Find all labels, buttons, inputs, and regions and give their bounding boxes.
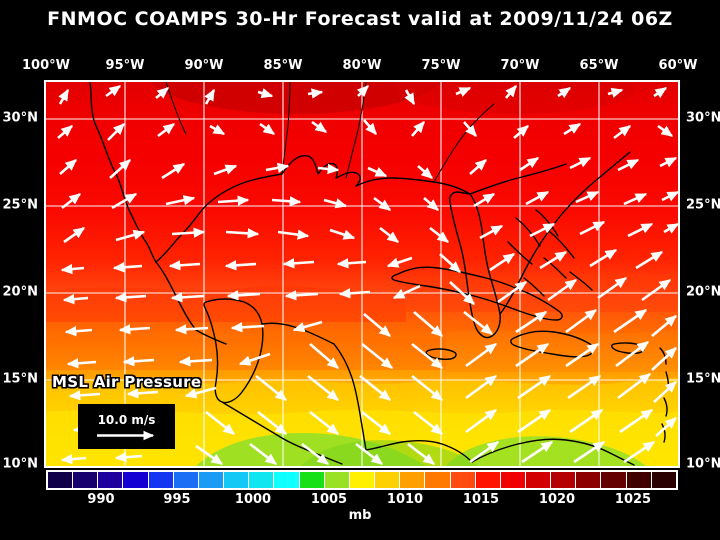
lon-tick-label: 90°W xyxy=(184,58,224,73)
colorbar-swatch-7 xyxy=(224,472,250,488)
lon-tick-label: 75°W xyxy=(421,58,461,73)
colorbar-swatch-23 xyxy=(626,472,652,488)
colorbar-tick-label: 995 xyxy=(163,492,191,507)
lat-tick-label-right: 25°N xyxy=(686,197,720,213)
colorbar-swatch-3 xyxy=(123,472,149,488)
page-title: FNMOC COAMPS 30-Hr Forecast valid at 200… xyxy=(47,8,673,30)
colorbar-swatch-15 xyxy=(425,472,451,488)
colorbar-swatch-18 xyxy=(500,472,526,488)
coastlines xyxy=(89,82,670,466)
lat-tick-label-left: 10°N xyxy=(2,456,38,472)
colorbar-tick-label: 1020 xyxy=(538,492,576,507)
colorbar-swatch-2 xyxy=(98,472,124,488)
colorbar-swatch-13 xyxy=(375,472,401,488)
map-gridlines xyxy=(46,82,678,466)
lat-tick-label-left: 20°N xyxy=(2,284,38,300)
colorbar-tick-label: 1000 xyxy=(234,492,272,507)
colorbar-swatch-4 xyxy=(148,472,174,488)
lon-tick-label: 65°W xyxy=(579,58,619,73)
map-plot-area[interactable] xyxy=(46,82,678,466)
lon-tick-label: 85°W xyxy=(263,58,303,73)
lat-tick-label-left: 30°N xyxy=(2,110,38,126)
colorbar-swatch-12 xyxy=(349,472,376,488)
colorbar-swatch-19 xyxy=(525,472,552,488)
colorbar-frame xyxy=(46,470,678,490)
wind-scale-key: 10.0 m/s xyxy=(78,404,175,449)
colorbar-tick-label: 1005 xyxy=(310,492,348,507)
lon-tick-label: 80°W xyxy=(342,58,382,73)
wind-vectors xyxy=(57,84,678,466)
colorbar xyxy=(48,472,676,488)
colorbar-tick-label: 1025 xyxy=(614,492,652,507)
colorbar-swatch-10 xyxy=(299,472,325,488)
colorbar-swatch-17 xyxy=(475,472,501,488)
colorbar-tick-label: 1015 xyxy=(462,492,500,507)
lon-tick-label: 60°W xyxy=(658,58,698,73)
colorbar-unit-label: mb xyxy=(348,508,372,523)
colorbar-swatch-24 xyxy=(651,472,676,488)
map-svg xyxy=(46,82,678,466)
colorbar-swatch-5 xyxy=(173,472,199,488)
lat-tick-label-right: 30°N xyxy=(686,110,720,126)
colorbar-swatch-9 xyxy=(274,472,300,488)
colorbar-swatch-22 xyxy=(601,472,627,488)
lat-tick-label-left: 25°N xyxy=(2,197,38,213)
field-label: MSL Air Pressure xyxy=(52,373,202,391)
colorbar-swatch-8 xyxy=(249,472,275,488)
lon-tick-label: 95°W xyxy=(105,58,145,73)
lon-tick-label: 70°W xyxy=(500,58,540,73)
wind-scale-arrow-icon xyxy=(96,430,154,440)
lat-tick-label-right: 10°N xyxy=(686,456,720,472)
lon-tick-label: 100°W xyxy=(22,58,70,73)
colorbar-swatch-21 xyxy=(576,472,602,488)
colorbar-swatch-14 xyxy=(400,472,426,488)
colorbar-tick-label: 1010 xyxy=(386,492,424,507)
colorbar-swatch-16 xyxy=(450,472,476,488)
colorbar-swatch-6 xyxy=(198,472,225,488)
colorbar-swatch-0 xyxy=(48,472,74,488)
colorbar-swatch-20 xyxy=(551,472,577,488)
lat-tick-label-right: 20°N xyxy=(686,284,720,300)
lat-tick-label-right: 15°N xyxy=(686,371,720,387)
colorbar-swatch-1 xyxy=(73,472,99,488)
lat-tick-label-left: 15°N xyxy=(2,371,38,387)
colorbar-tick-label: 990 xyxy=(87,492,115,507)
map-plot-frame xyxy=(44,80,680,468)
colorbar-swatch-11 xyxy=(324,472,350,488)
wind-scale-label: 10.0 m/s xyxy=(97,412,156,427)
